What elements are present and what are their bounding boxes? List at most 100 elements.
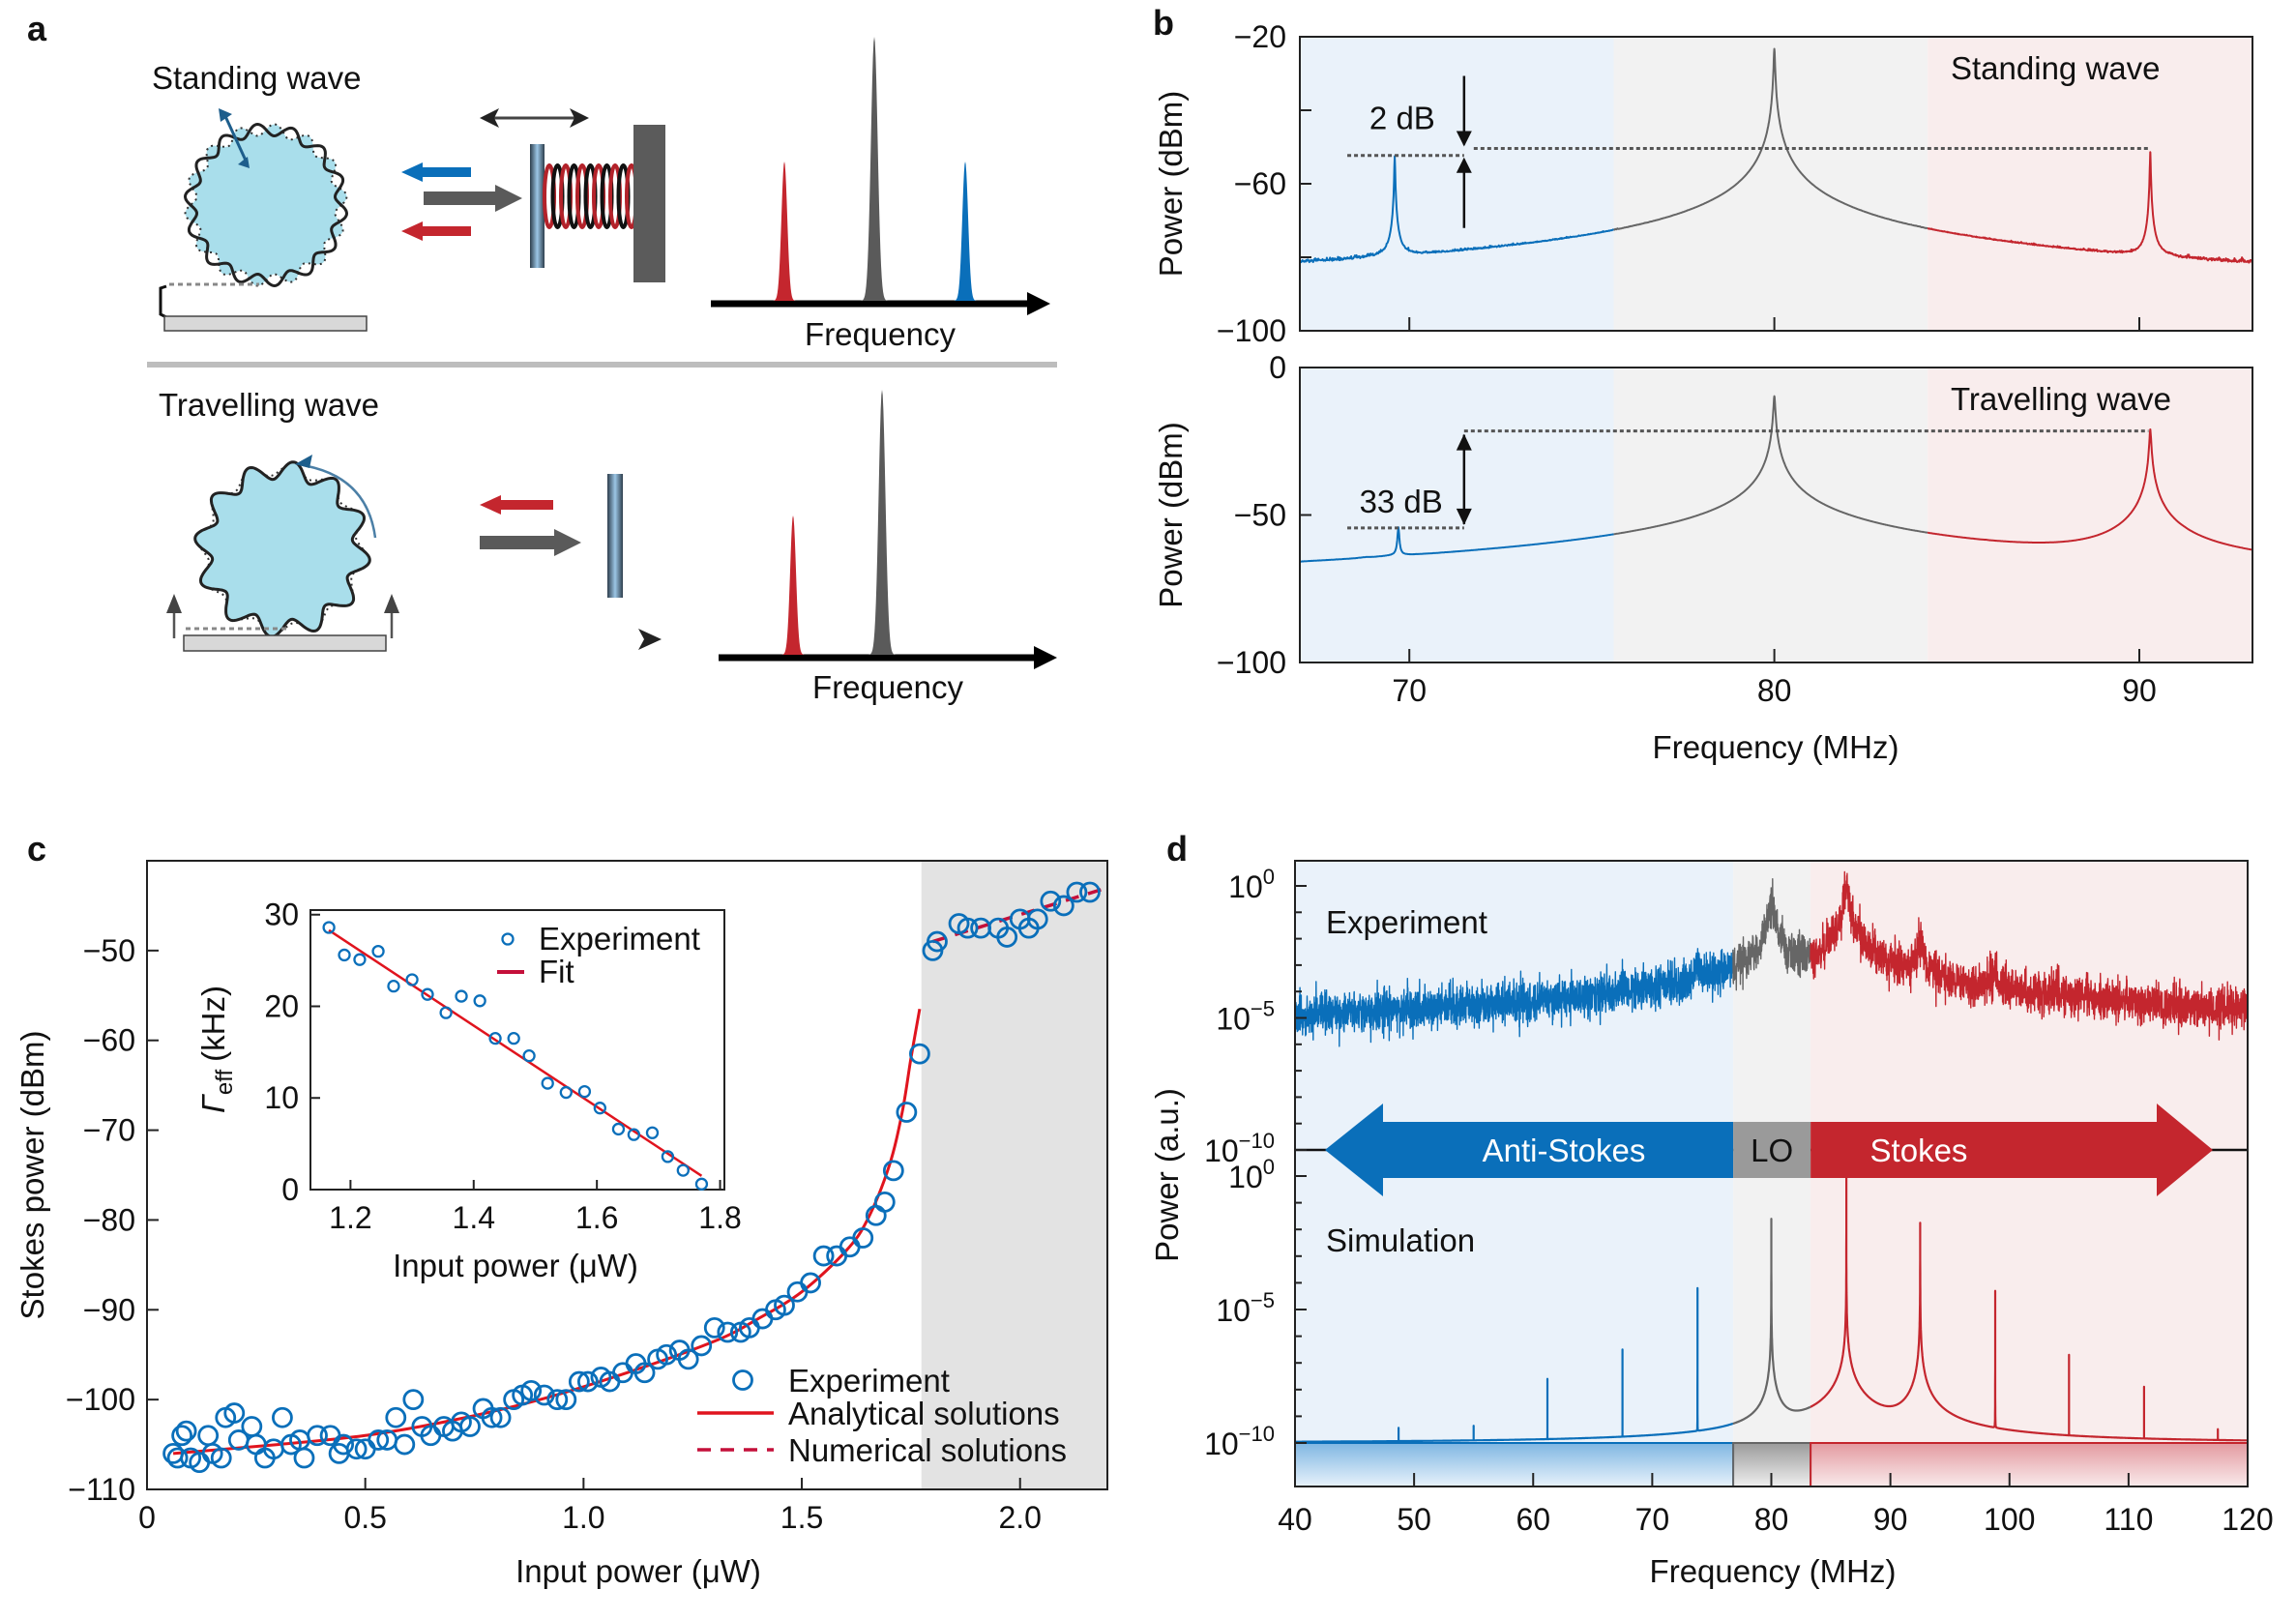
stokes-arrow-icon — [401, 221, 471, 241]
x-tick-label: 1.2 — [329, 1200, 371, 1235]
experiment-point — [197, 1425, 220, 1447]
legend-experiment-marker — [732, 1369, 753, 1391]
anti-stokes-band-arrow — [1325, 1104, 1734, 1196]
x-tick-label: 1.8 — [698, 1200, 741, 1235]
b-travelling-region-anti-stokes — [1300, 368, 1614, 662]
y-tick-label: 10 — [264, 1080, 299, 1115]
experiment-point — [293, 1447, 315, 1469]
y-tick-label: 30 — [264, 898, 299, 932]
experiment-point — [223, 1402, 246, 1424]
y-tick-label: −100 — [1217, 313, 1286, 348]
frequency-axis-arrow-icon — [1027, 292, 1050, 315]
experiment-point — [459, 1416, 481, 1437]
experiment-point — [1040, 890, 1062, 912]
d-simulation-trace-stokes — [1810, 1174, 2249, 1442]
x-tick-label: 90 — [2122, 673, 2157, 708]
experiment-point — [394, 1433, 416, 1456]
inset-experiment-point — [559, 1085, 573, 1100]
gamma-subscript: eff — [212, 1070, 238, 1096]
pump-peak — [854, 37, 895, 301]
chart-b-travelling: 0 −50 −100 70 80 90 Travelling wave Power (dBm)… — [1153, 350, 2253, 765]
experiment-point — [656, 1343, 678, 1366]
experiment-point — [210, 1447, 232, 1469]
y-tick-label: 100 — [1228, 1155, 1275, 1194]
y-tick-label: 10−5 — [1216, 997, 1275, 1037]
b-travelling-region-lo — [1613, 368, 1928, 662]
inset-experiment-point — [645, 1126, 660, 1139]
frequency-label-bottom: Frequency — [812, 669, 963, 705]
x-tick-label: 1.0 — [562, 1500, 604, 1535]
experiment-point — [175, 1420, 197, 1442]
mirror-travelling — [607, 474, 623, 598]
panel-label-c: c — [27, 829, 46, 868]
stokes-peak — [767, 162, 802, 301]
rotation-arrow-icon — [295, 455, 312, 468]
experiment-point — [703, 1316, 725, 1339]
x-tick-label: 0.5 — [343, 1500, 386, 1535]
inset-experiment-point — [488, 1032, 502, 1045]
simulation-floor-fill — [1294, 1442, 1735, 1487]
y-axis-label: Stokes power (dBm) — [15, 1031, 50, 1320]
legend-analytical: Analytical solutions — [788, 1396, 1060, 1431]
inset-experiment-point — [522, 1049, 536, 1063]
waveguide-travelling — [183, 634, 387, 652]
experiment-point — [489, 1406, 512, 1428]
legend-experiment-marker — [501, 932, 515, 946]
x-tick-label: 110 — [2104, 1502, 2153, 1537]
experiment-point — [555, 1389, 577, 1411]
pump-peak-travelling — [862, 390, 902, 655]
y-tick-label: 10−10 — [1204, 1422, 1275, 1461]
x-tick-label: 90 — [1873, 1502, 1908, 1537]
b-travelling-trace-anti-stokes — [1299, 526, 1614, 563]
rotation-arrow-line — [307, 464, 377, 539]
experiment-point — [927, 930, 948, 953]
stokes-band-arrow — [1810, 1104, 2213, 1196]
frequency-axis-arrow-bottom-icon — [1034, 646, 1057, 669]
simulation-label: Simulation — [1326, 1222, 1475, 1258]
x-tick-label: 50 — [1397, 1502, 1431, 1537]
y-tick-label: 0 — [281, 1172, 299, 1207]
x-tick-label: 1.4 — [453, 1200, 495, 1235]
pump-arrow-icon — [424, 185, 522, 212]
inset-legend-experiment: Experiment — [539, 921, 700, 957]
experiment-point — [677, 1348, 699, 1370]
experiment-point — [1066, 881, 1088, 903]
mirror — [530, 144, 545, 268]
transmission-arrow-icon — [638, 629, 662, 650]
b-standing-region-lo — [1613, 37, 1928, 331]
experiment-point — [691, 1335, 713, 1357]
chart-b-standing: −20 −60 −100 Standing wave Power (dBm) 2 dB — [1153, 19, 2253, 348]
x-tick-label: 70 — [1392, 673, 1427, 708]
panel-label-a: a — [27, 9, 47, 48]
inset-experiment-point — [676, 1163, 690, 1177]
inset-experiment-point — [338, 948, 351, 962]
y-axis-label: Power (dBm) — [1153, 91, 1189, 278]
experiment-point — [171, 1425, 193, 1447]
y-tick-label: 20 — [264, 988, 299, 1023]
arrowhead-icon — [1456, 131, 1472, 173]
inset-y-axis-label: Γeff (kHz) — [195, 986, 238, 1113]
gamma-unit: (kHz) — [195, 986, 231, 1062]
x-tick-label: 80 — [1757, 673, 1792, 708]
d-experiment-trace-anti-stokes — [1294, 948, 1734, 1047]
inset-experiment-point — [322, 921, 336, 934]
inset-experiment-point — [661, 1150, 675, 1163]
y-tick-label: 10−10 — [1204, 1129, 1275, 1168]
difference-label: 2 dB — [1369, 101, 1435, 136]
x-axis-label: Frequency (MHz) — [1650, 1553, 1897, 1589]
y-axis-label: Power (dBm) — [1153, 422, 1189, 608]
b-standing-region-stokes — [1928, 37, 2252, 331]
panel-label-d: d — [1166, 829, 1188, 868]
experiment-point — [812, 1245, 835, 1267]
experiment-point — [568, 1370, 590, 1393]
lo-band — [1733, 1122, 1811, 1178]
d-simulation-trace-anti-stokes — [1294, 1286, 1734, 1443]
b-standing-trace-lo — [1613, 47, 1928, 231]
b-travelling-trace-stokes — [1927, 428, 2253, 551]
x-tick-label: 120 — [2222, 1502, 2273, 1537]
anti-stokes-label: Anti-Stokes — [1483, 1133, 1646, 1168]
experiment-point — [576, 1370, 599, 1393]
experiment-point — [873, 1191, 896, 1213]
